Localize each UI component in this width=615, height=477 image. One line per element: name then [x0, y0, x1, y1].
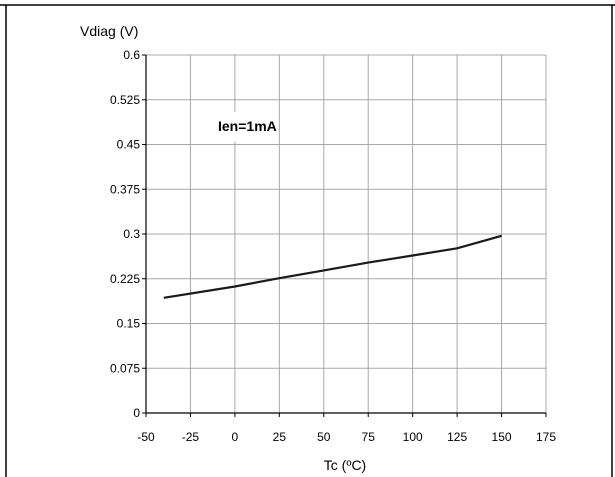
x-tick-label: 25 [273, 430, 287, 444]
y-axis-title: Vdiag (V) [80, 23, 138, 39]
series-line [163, 234, 502, 299]
x-tick-label: 0 [232, 430, 239, 444]
annotation-label: Ien=1mA [218, 118, 277, 134]
y-tick-label: 0.3 [123, 227, 140, 241]
y-tick-labels: 0 0.075 0.15 0.225 0.3 0.375 0.45 0.525 0.6 [110, 48, 140, 420]
axes [142, 54, 547, 417]
y-tick-label: 0.225 [110, 272, 140, 286]
y-tick-label: 0.375 [110, 182, 140, 196]
y-tick-label: 0.15 [117, 317, 141, 331]
x-tick-label: 175 [536, 430, 556, 444]
x-tick-label: -50 [137, 430, 155, 444]
annotation-background [212, 112, 278, 142]
x-tick-label: 150 [492, 430, 512, 444]
x-axis-title: Tc (ºC) [324, 457, 366, 473]
y-tick-label: 0.45 [117, 138, 141, 152]
x-tick-label: -25 [182, 430, 200, 444]
x-tick-labels: -50 -25 0 25 50 75 100 125 150 175 [137, 430, 556, 444]
y-tick-label: 0 [133, 406, 140, 420]
x-tick-label: 100 [403, 430, 423, 444]
y-tick-label: 0.6 [123, 48, 140, 62]
y-tick-label: 0.525 [110, 93, 140, 107]
grid [146, 54, 547, 413]
x-tick-label: 125 [447, 430, 467, 444]
y-tick-label: 0.075 [110, 361, 140, 375]
x-tick-label: 75 [362, 430, 376, 444]
x-tick-label: 50 [317, 430, 331, 444]
series [163, 234, 502, 299]
